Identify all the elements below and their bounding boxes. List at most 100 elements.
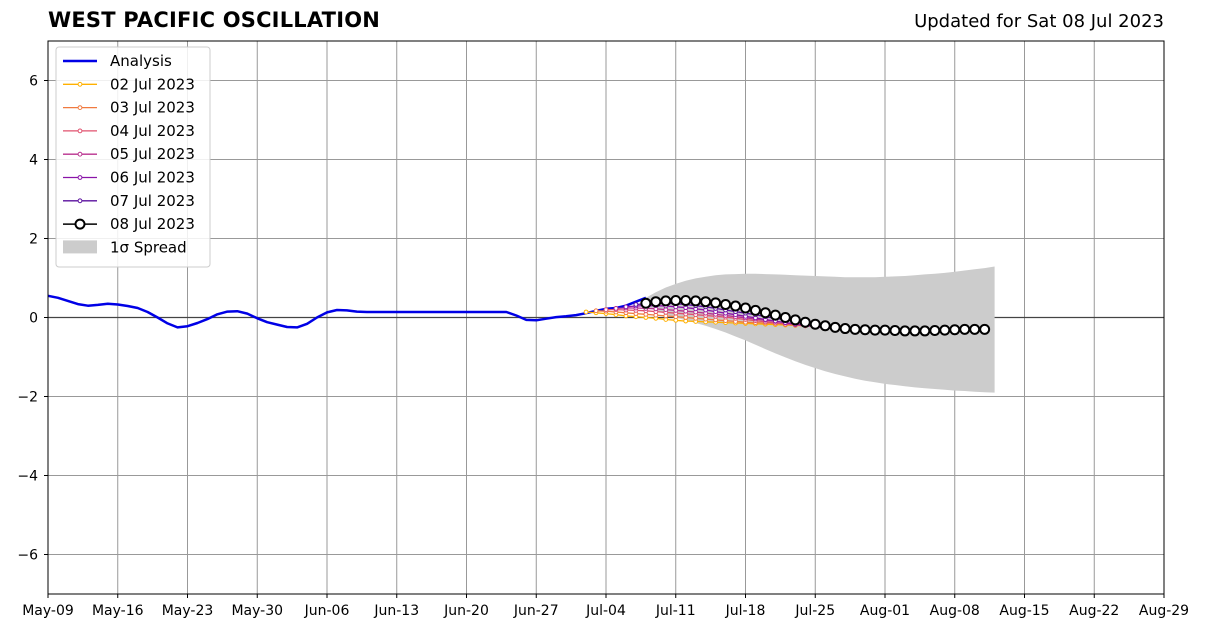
- forecast-point: [979, 323, 991, 335]
- plot-frame: [47, 40, 1165, 595]
- forecast-point: [819, 320, 831, 332]
- y-tick-label: −6: [17, 548, 38, 564]
- legend-marker: [77, 175, 83, 180]
- x-tick-label: Jul-25: [794, 603, 835, 619]
- forecast-point: [789, 314, 801, 326]
- legend-item: 06 Jul 2023: [63, 169, 195, 187]
- forecast-point: [909, 325, 921, 337]
- x-tick-label: May-16: [92, 603, 144, 619]
- forecast-point: [740, 302, 751, 314]
- legend-marker: [77, 105, 83, 110]
- series-7: [640, 295, 991, 337]
- forecast-point: [720, 298, 732, 310]
- forecast-point: [633, 302, 639, 307]
- y-tick-label: −2: [17, 390, 38, 406]
- forecast-point: [799, 316, 811, 328]
- forecast-point: [889, 325, 901, 337]
- forecast-point: [959, 323, 971, 335]
- forecast-point: [779, 312, 791, 323]
- legend-item: 1σ Spread: [63, 238, 187, 256]
- legend-box: [55, 46, 211, 268]
- legend-label: 06 Jul 2023: [110, 169, 195, 187]
- legend-label: 1σ Spread: [110, 238, 187, 256]
- x-tick-label: Jun-20: [443, 603, 489, 619]
- y-tick-label: 4: [29, 153, 38, 169]
- x-tick-label: May-23: [162, 603, 214, 619]
- forecast-point: [623, 304, 629, 310]
- legend-item: 07 Jul 2023: [63, 192, 195, 210]
- forecast-point: [809, 318, 821, 330]
- x-tick-label: May-30: [231, 603, 283, 619]
- forecast-point: [869, 324, 881, 336]
- forecast-point: [613, 306, 619, 311]
- legend-item: 03 Jul 2023: [63, 99, 195, 117]
- legend-label: 07 Jul 2023: [110, 192, 195, 210]
- x-tick-label: Aug-15: [999, 603, 1049, 619]
- forecast-point: [583, 309, 589, 315]
- forecast-point: [769, 309, 781, 321]
- legend-label: 08 Jul 2023: [110, 215, 195, 233]
- y-tick-label: 0: [29, 311, 38, 327]
- forecast-point: [939, 324, 951, 336]
- forecast-point: [730, 300, 742, 312]
- x-tick-label: Jul-18: [725, 603, 766, 619]
- x-tick-label: Aug-08: [930, 603, 980, 619]
- x-tick-label: Aug-22: [1069, 603, 1119, 619]
- forecast-point: [650, 296, 662, 308]
- forecast-point: [680, 295, 692, 307]
- legend-label: 03 Jul 2023: [110, 99, 195, 117]
- series-0: [47, 294, 647, 329]
- legend-label: 04 Jul 2023: [110, 122, 195, 140]
- legend-label: 05 Jul 2023: [110, 145, 195, 163]
- forecast-point: [593, 308, 599, 314]
- forecast-point: [759, 307, 771, 319]
- forecast-point: [859, 324, 871, 336]
- legend-item: 02 Jul 2023: [63, 75, 195, 93]
- forecast-point: [710, 297, 722, 309]
- forecast-point: [899, 325, 911, 337]
- forecast-point: [640, 297, 652, 309]
- chart-subtitle: Updated for Sat 08 Jul 2023: [914, 11, 1164, 32]
- forecast-point: [969, 323, 981, 335]
- x-tick-label: Jun-13: [373, 603, 419, 619]
- forecast-point: [829, 321, 841, 333]
- forecast-point: [839, 323, 851, 335]
- legend-swatch: [63, 240, 97, 254]
- legend-item: 04 Jul 2023: [63, 122, 195, 140]
- y-tick-label: −4: [17, 469, 38, 485]
- legend-marker: [77, 151, 83, 157]
- forecast-point: [919, 325, 931, 337]
- forecast-point: [949, 324, 961, 336]
- x-tick-label: Jun-27: [513, 603, 559, 619]
- legend-marker: [74, 218, 86, 230]
- chart-title: WEST PACIFIC OSCILLATION: [48, 8, 381, 32]
- legend-marker: [77, 198, 83, 204]
- forecast-point: [749, 304, 761, 316]
- legend-item: Analysis: [63, 52, 172, 70]
- legend-item: 05 Jul 2023: [63, 145, 195, 163]
- x-tick-label: Jul-11: [655, 603, 696, 619]
- legend-label: 02 Jul 2023: [110, 75, 195, 93]
- legend-marker: [77, 128, 83, 134]
- x-tick-label: Jun-06: [304, 603, 350, 619]
- forecast-point: [690, 295, 702, 307]
- forecast-point: [603, 307, 609, 313]
- forecast-point: [879, 324, 891, 336]
- x-tick-label: Aug-01: [860, 603, 910, 619]
- y-tick-label: 2: [29, 232, 38, 248]
- analysis-line: [47, 294, 647, 329]
- forecast-point: [700, 296, 712, 308]
- x-tick-label: Aug-29: [1139, 603, 1189, 619]
- legend-marker: [77, 81, 83, 87]
- x-tick-label: May-09: [22, 603, 74, 619]
- forecast-point: [670, 295, 682, 307]
- forecast-point: [929, 325, 941, 337]
- legend-label: Analysis: [110, 52, 172, 70]
- y-tick-label: 6: [29, 74, 38, 90]
- legend-item: 08 Jul 2023: [63, 215, 195, 233]
- forecast-point: [660, 295, 672, 307]
- spread-band: [645, 266, 995, 393]
- forecast-point: [849, 323, 861, 335]
- x-tick-label: Jul-04: [585, 603, 626, 619]
